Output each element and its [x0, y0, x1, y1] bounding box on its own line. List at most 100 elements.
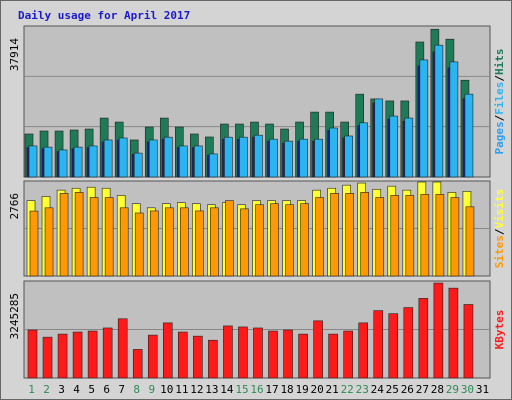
bar: [147, 334, 158, 379]
bar: [314, 138, 323, 178]
bar: [88, 145, 98, 178]
bar: [59, 193, 69, 277]
bar: [162, 322, 173, 379]
bar: [89, 197, 99, 277]
bar: [358, 322, 369, 379]
bar: [240, 208, 249, 277]
bar: [134, 212, 144, 277]
bar: [344, 135, 353, 178]
bar: [450, 197, 460, 277]
bar: [58, 149, 68, 178]
bar: [238, 326, 248, 379]
bar: [103, 139, 113, 178]
legend-separator: /: [493, 114, 506, 121]
bar: [163, 136, 173, 178]
bar: [418, 298, 429, 379]
bar: [300, 203, 309, 277]
x-tick-label: 23: [356, 383, 369, 396]
bar: [57, 333, 68, 379]
x-tick-label: 5: [88, 383, 95, 396]
bar: [268, 330, 278, 379]
legend-entry: Sites: [493, 235, 506, 268]
y-tick-label: 37914: [8, 38, 21, 71]
x-tick-label: 27: [416, 383, 429, 396]
bar: [390, 195, 400, 277]
bar: [298, 333, 308, 379]
bar: [193, 335, 203, 379]
bar: [253, 327, 263, 379]
legend-entry: KBytes: [493, 310, 506, 350]
x-tick-label: 2: [43, 383, 50, 396]
legend-entry: Files: [493, 82, 506, 115]
bar: [405, 195, 415, 277]
bar: [435, 194, 445, 277]
legend: Pages/Files/Hits: [493, 49, 506, 155]
bar: [270, 203, 279, 277]
bar: [448, 287, 459, 379]
bar: [132, 349, 143, 379]
bar: [328, 333, 338, 379]
bar: [27, 329, 38, 379]
bar: [224, 136, 233, 178]
y-tick-label: 2766: [8, 193, 21, 220]
legend-entry: Hits: [493, 49, 506, 76]
bar: [389, 115, 399, 178]
bar: [434, 44, 444, 178]
x-tick-label: 24: [371, 383, 385, 396]
bar: [360, 192, 370, 277]
bar: [117, 318, 128, 379]
x-tick-label: 17: [265, 383, 278, 396]
bar: [449, 61, 459, 178]
bar: [285, 204, 294, 277]
bar: [209, 153, 218, 178]
bar: [119, 207, 129, 277]
legend-separator: /: [493, 228, 506, 235]
bar: [28, 145, 38, 178]
x-tick-label: 18: [280, 383, 293, 396]
bar: [195, 210, 204, 277]
bar: [374, 98, 384, 178]
x-tick-label: 22: [341, 383, 354, 396]
chart-title: Daily usage for April 2017: [18, 9, 190, 22]
bar: [254, 134, 263, 178]
x-tick-label: 4: [73, 383, 80, 396]
x-tick-label: 19: [295, 383, 308, 396]
x-tick-label: 28: [431, 383, 444, 396]
x-tick-label: 11: [175, 383, 188, 396]
bar: [87, 330, 98, 379]
bar: [283, 329, 293, 379]
x-tick-label: 9: [148, 383, 155, 396]
bar: [72, 331, 83, 379]
x-tick-label: 16: [250, 383, 263, 396]
bar: [180, 207, 189, 277]
x-tick-label: 3: [58, 383, 65, 396]
x-tick-label: 8: [133, 383, 140, 396]
bar: [284, 140, 293, 178]
bar: [463, 304, 474, 379]
x-tick-label: 25: [386, 383, 399, 396]
x-tick-label: 26: [401, 383, 414, 396]
bar: [223, 325, 233, 379]
bar: [464, 93, 474, 178]
bar: [149, 210, 159, 277]
bar: [42, 336, 53, 379]
bar: [44, 207, 54, 277]
bar: [373, 310, 384, 379]
legend: Sites/Visits: [493, 189, 506, 269]
bar: [164, 207, 174, 277]
x-tick-label: 30: [461, 383, 474, 396]
bar: [345, 193, 354, 277]
x-tick-label: 20: [311, 383, 324, 396]
legend: KBytes: [493, 310, 506, 350]
bar: [330, 193, 339, 277]
bar: [225, 200, 234, 277]
bar: [433, 282, 444, 379]
bar: [29, 210, 39, 277]
bar: [315, 197, 324, 277]
x-tick-label: 10: [160, 383, 173, 396]
bar: [343, 330, 353, 379]
y-tick-label: 3245285: [8, 293, 21, 339]
bar: [404, 117, 414, 178]
bar: [194, 145, 203, 178]
